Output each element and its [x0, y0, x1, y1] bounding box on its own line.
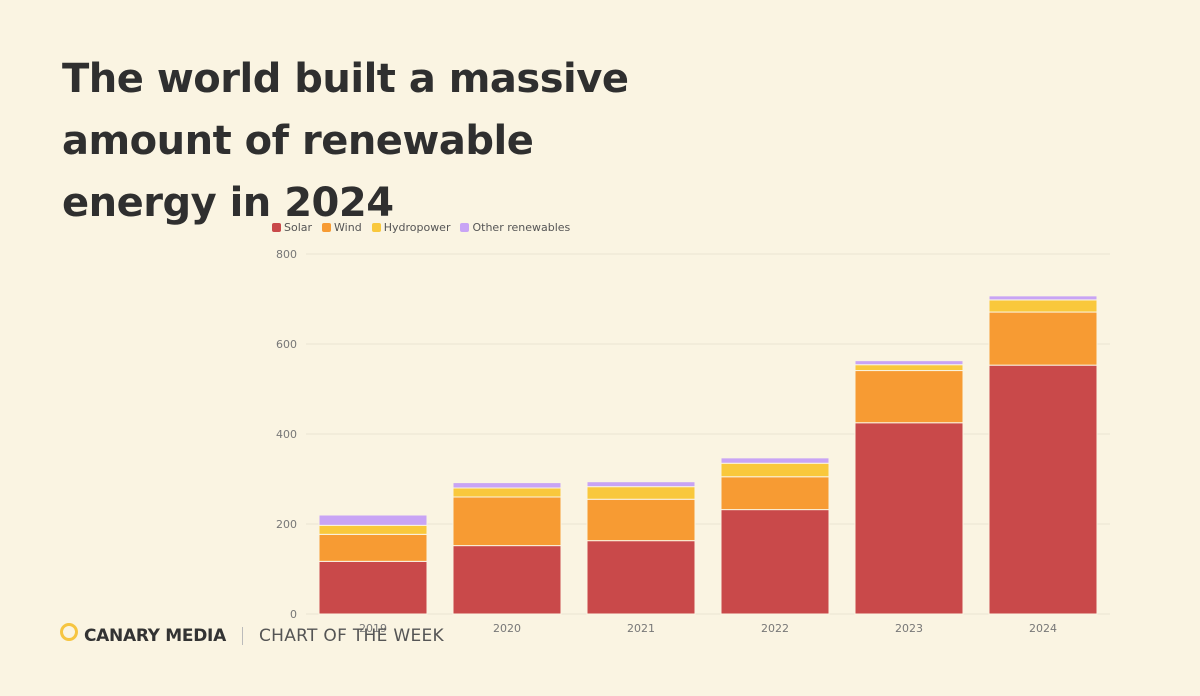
footer-divider [241, 627, 243, 645]
bar-solar-2021 [586, 540, 696, 615]
legend-item-hydropower: Hydropower [371, 221, 451, 234]
bar-hydropower-2024 [988, 299, 1098, 313]
x-tick-label-2023: 2023 [895, 622, 923, 635]
bar-solar-2020 [452, 545, 562, 615]
y-tick-label-400: 400 [276, 428, 297, 441]
bar-other-renewables-2022 [720, 457, 830, 464]
bar-solar-2023 [854, 422, 964, 615]
bar-wind-2019 [318, 533, 428, 562]
bar-hydropower-2021 [586, 486, 696, 500]
bar-solar-2019 [318, 560, 428, 615]
bar-wind-2024 [988, 311, 1098, 366]
y-tick-label-200: 200 [276, 518, 297, 531]
legend-item-solar: Solar [272, 221, 312, 234]
bar-hydropower-2022 [720, 462, 830, 478]
legend-swatch-hydropower [371, 223, 381, 232]
x-tick-label-2024: 2024 [1029, 622, 1057, 635]
legend-item-wind: Wind [322, 221, 362, 234]
bar-hydropower-2019 [318, 524, 428, 535]
bar-other-renewables-2023 [854, 360, 964, 366]
brand-name: CANARY MEDIA [84, 626, 226, 646]
y-tick-label-800: 800 [276, 248, 297, 261]
legend-swatch-other-renewables [460, 223, 470, 232]
bar-wind-2022 [720, 476, 830, 511]
footer: CANARY MEDIA CHART OF THE WEEK [60, 623, 444, 646]
bar-hydropower-2023 [854, 364, 964, 372]
legend-label-solar: Solar [284, 221, 313, 234]
bar-wind-2021 [586, 498, 696, 542]
legend-label-wind: Wind [334, 221, 362, 234]
legend-label-other-renewables: Other renewables [472, 221, 571, 234]
bar-wind-2020 [452, 496, 562, 547]
bar-other-renewables-2021 [586, 481, 696, 488]
y-tick-label-600: 600 [276, 338, 297, 351]
bar-other-renewables-2024 [988, 295, 1098, 301]
bar-solar-2022 [720, 509, 830, 615]
legend-item-other-renewables: Other renewables [460, 221, 570, 234]
y-tick-label-0: 0 [290, 608, 297, 621]
x-tick-label-2019: 2019 [359, 622, 387, 635]
bar-hydropower-2020 [452, 487, 562, 498]
legend-swatch-wind [322, 223, 332, 232]
legend-swatch-solar [272, 223, 281, 232]
footer-tagline: CHART OF THE WEEK [258, 626, 444, 646]
chart-title: The world built a massive amount of rene… [62, 56, 629, 226]
bar-wind-2023 [854, 370, 964, 424]
legend-label-hydropower: Hydropower [383, 221, 451, 234]
canary-logo-icon [60, 623, 78, 641]
x-tick-label-2020: 2020 [493, 622, 521, 635]
x-tick-label-2022: 2022 [761, 622, 789, 635]
bar-other-renewables-2020 [452, 482, 562, 489]
legend: Solar Wind Hydropower Other renewables [272, 221, 570, 234]
bar-solar-2024 [988, 364, 1098, 615]
bar-other-renewables-2019 [318, 514, 428, 526]
x-tick-label-2021: 2021 [627, 622, 655, 635]
